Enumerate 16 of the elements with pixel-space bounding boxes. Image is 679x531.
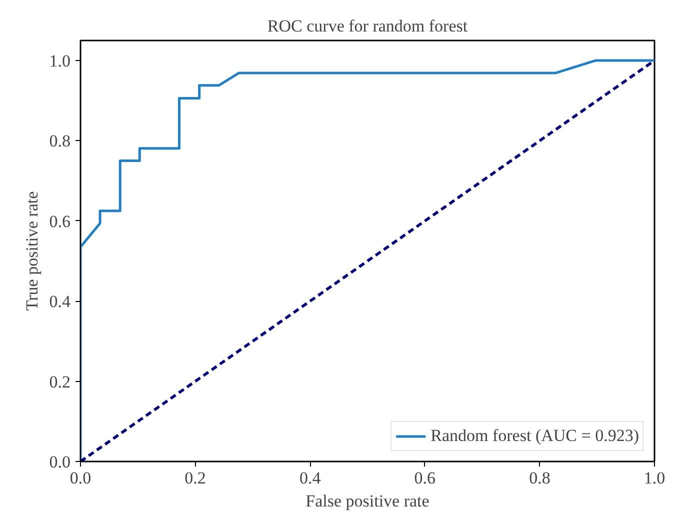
x-tick-label: 1.0 [644, 468, 666, 488]
x-tick-label: 0.4 [299, 468, 322, 488]
y-tick-label: 0.6 [49, 212, 70, 231]
chart-title: ROC curve for random forest [267, 16, 468, 36]
y-tick-label: 0.2 [49, 372, 70, 392]
x-tick-label: 0.6 [414, 468, 436, 488]
y-tick-label: 0.0 [49, 452, 70, 472]
legend-label: Random forest (AUC = 0.923) [430, 426, 639, 446]
y-tick-label: 0.8 [49, 132, 70, 151]
x-tick-label: 0.8 [529, 468, 550, 488]
y-tick-label: 1.0 [49, 52, 70, 71]
x-tick-label: 0.2 [184, 468, 206, 488]
x-axis-title: False positive rate [306, 492, 430, 510]
x-tick-label: 0.0 [70, 468, 92, 488]
y-tick-label: 0.4 [49, 292, 71, 312]
y-axis-title: True positive rate [22, 191, 42, 311]
